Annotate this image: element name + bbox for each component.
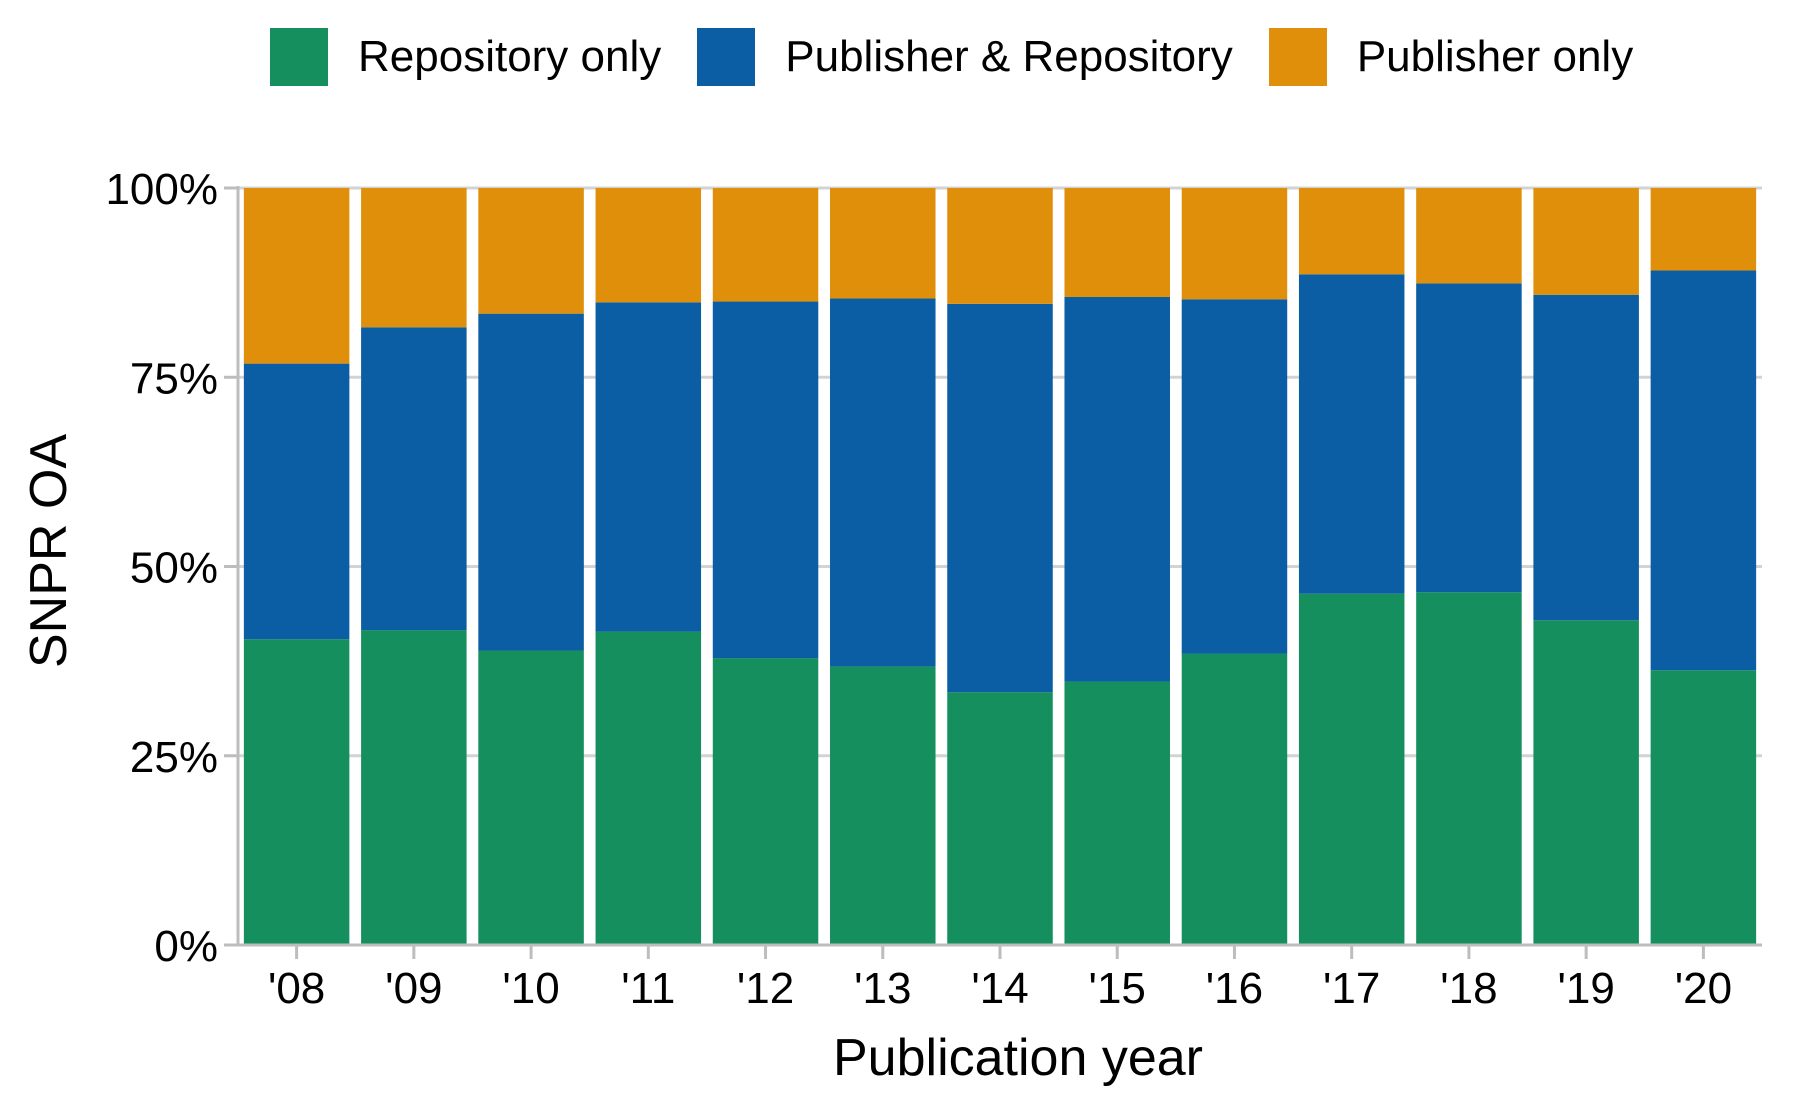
bar-segment-publisher-repository	[1533, 295, 1639, 621]
bar-segment-publisher-only	[830, 188, 936, 299]
bar-segment-publisher-repository	[478, 314, 584, 651]
bar-segment-publisher-repository	[713, 302, 819, 659]
x-tick-label: '10	[502, 964, 559, 1013]
x-tick-label: '19	[1557, 964, 1614, 1013]
bar-segment-publisher-only	[1064, 188, 1170, 297]
bar-segment-publisher-only	[713, 188, 819, 302]
x-tick-label: '16	[1206, 964, 1263, 1013]
bar-segment-publisher-repository	[596, 302, 702, 631]
y-tick-label: 50%	[130, 544, 218, 593]
bar-segment-publisher-only	[1182, 188, 1288, 299]
bar-segment-repository-only	[1182, 654, 1288, 945]
bar-segment-publisher-only	[244, 188, 350, 364]
x-tick-label: '13	[854, 964, 911, 1013]
x-tick-label: '09	[385, 964, 442, 1013]
bar-segment-repository-only	[1299, 594, 1405, 945]
bar-segment-repository-only	[1651, 670, 1757, 945]
bar-segment-publisher-repository	[1182, 299, 1288, 653]
bar-segment-repository-only	[947, 692, 1053, 945]
bar-segment-repository-only	[713, 658, 819, 945]
bar-segment-publisher-only	[596, 188, 702, 302]
bar-segment-repository-only	[1416, 592, 1522, 945]
bar-segment-repository-only	[830, 666, 936, 945]
bar-segment-publisher-repository	[830, 299, 936, 667]
x-tick-label: '18	[1440, 964, 1497, 1013]
y-tick-label: 100%	[105, 165, 218, 214]
bar-segment-publisher-repository	[361, 327, 467, 630]
x-axis-title: Publication year	[833, 1029, 1203, 1087]
bar-segment-publisher-only	[947, 188, 1053, 304]
y-tick-label: 75%	[130, 354, 218, 403]
x-tick-label: '12	[737, 964, 794, 1013]
x-tick-label: '08	[268, 964, 325, 1013]
bar-segment-publisher-repository	[1299, 274, 1405, 593]
bar-segment-repository-only	[244, 639, 350, 945]
bar-segment-publisher-repository	[1064, 297, 1170, 682]
x-tick-label: '11	[621, 964, 675, 1013]
bar-segment-publisher-only	[361, 188, 467, 327]
x-tick-label: '14	[971, 964, 1028, 1013]
bar-segment-publisher-repository	[947, 304, 1053, 692]
x-tick-label: '20	[1675, 964, 1732, 1013]
bar-segment-repository-only	[478, 651, 584, 945]
x-tick-label: '17	[1323, 964, 1380, 1013]
x-tick-label: '15	[1089, 964, 1146, 1013]
bar-segment-repository-only	[361, 630, 467, 945]
y-tick-label: 0%	[154, 922, 218, 971]
bar-segment-repository-only	[596, 632, 702, 945]
bar-segment-repository-only	[1533, 620, 1639, 945]
bar-segment-publisher-only	[478, 188, 584, 314]
bar-segment-publisher-only	[1299, 188, 1405, 274]
bar-segment-publisher-only	[1416, 188, 1522, 283]
bar-segment-publisher-repository	[1416, 283, 1522, 592]
bar-segment-publisher-only	[1651, 188, 1757, 271]
bar-segment-publisher-only	[1533, 188, 1639, 295]
y-axis-title: SNPR OA	[20, 434, 78, 668]
bar-segment-publisher-repository	[244, 364, 350, 640]
bar-segment-publisher-repository	[1651, 271, 1757, 671]
bar-segment-repository-only	[1064, 682, 1170, 945]
y-tick-label: 25%	[130, 733, 218, 782]
